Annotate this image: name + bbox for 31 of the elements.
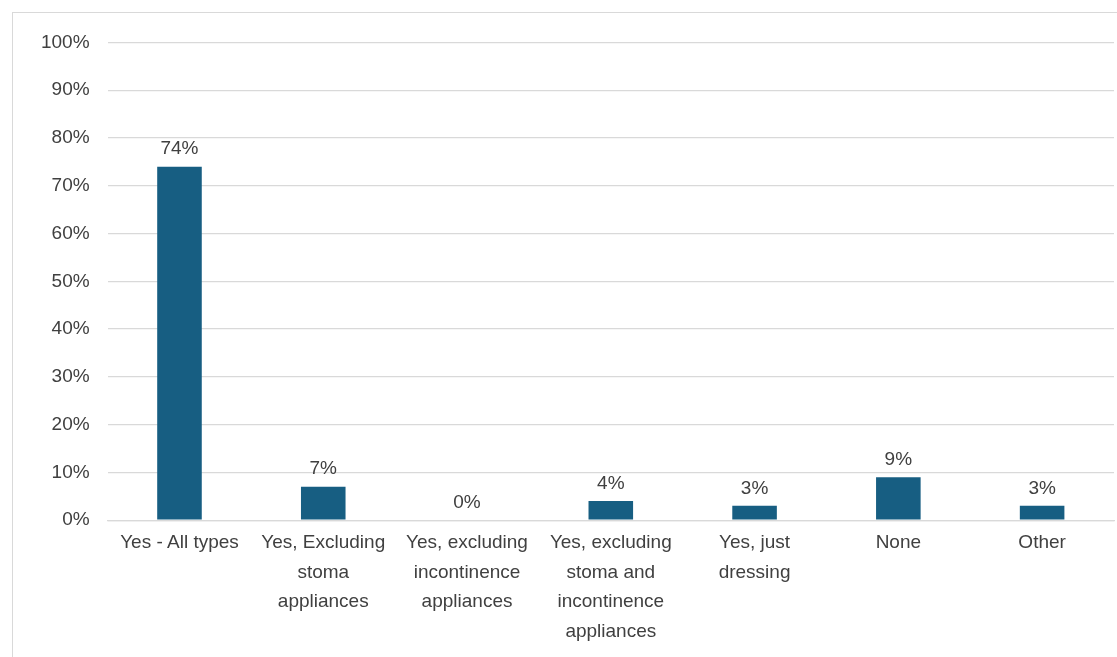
- y-tick-label: 10%: [51, 460, 90, 482]
- y-tick-label: 70%: [51, 173, 90, 195]
- data-label: 3%: [1028, 476, 1056, 498]
- data-label: 74%: [160, 137, 199, 159]
- y-tick-label: 90%: [51, 78, 90, 100]
- y-tick-label: 80%: [51, 126, 90, 148]
- y-tick-label: 60%: [51, 221, 90, 243]
- bar: [157, 166, 202, 520]
- data-label: 3%: [740, 476, 769, 498]
- x-tick-label: None: [875, 531, 922, 553]
- data-label: 4%: [597, 471, 625, 493]
- data-label: 7%: [309, 457, 338, 479]
- y-tick-label: 20%: [51, 412, 90, 434]
- bar: [732, 505, 777, 520]
- y-tick-label: 30%: [51, 365, 90, 387]
- bar: [588, 501, 634, 520]
- data-label: 0%: [453, 490, 481, 512]
- x-tick-label: Yes, excluding incontinence appliances: [406, 531, 528, 612]
- y-tick-label: 100%: [40, 30, 90, 52]
- bar: [876, 477, 921, 520]
- y-tick-label: 40%: [51, 317, 90, 339]
- x-tick-label: Yes, just dressing: [718, 531, 791, 582]
- x-tick-label: Yes, Excluding stoma appliances: [261, 531, 386, 612]
- bar: [300, 486, 346, 520]
- y-tick-label: 0%: [62, 508, 90, 530]
- x-tick-label: Yes, excluding stoma and incontinence appliances: [549, 531, 672, 641]
- x-tick-label: Yes - All types: [120, 531, 239, 553]
- y-tick-label: 50%: [51, 269, 90, 291]
- bar: [1019, 505, 1065, 520]
- data-label: 9%: [884, 447, 913, 469]
- x-tick-label: Other: [1018, 531, 1067, 553]
